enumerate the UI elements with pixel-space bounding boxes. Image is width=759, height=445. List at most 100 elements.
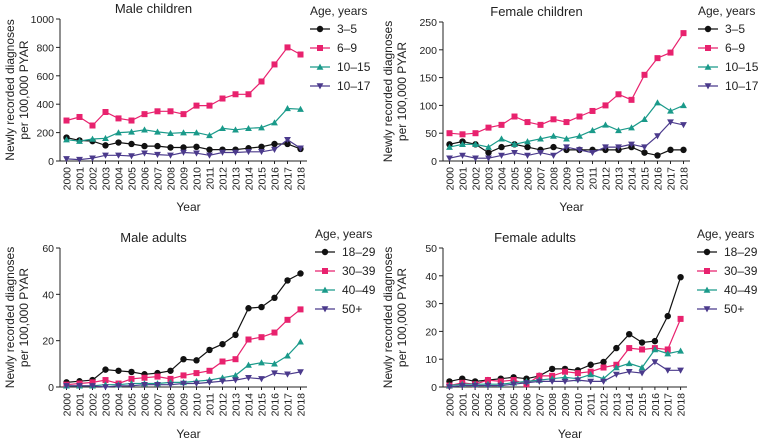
data-point xyxy=(600,358,607,366)
data-point xyxy=(484,377,491,384)
data-point xyxy=(76,156,83,163)
data-point xyxy=(258,143,265,150)
data-point xyxy=(271,140,278,148)
data-point xyxy=(219,358,226,365)
data-point xyxy=(245,124,252,132)
data-point xyxy=(485,143,492,150)
data-point xyxy=(154,142,161,150)
data-point xyxy=(128,368,135,376)
data-point xyxy=(485,149,492,156)
y-axis-label-line-1: Newly recorded diagnoses xyxy=(381,21,395,162)
data-point xyxy=(115,129,122,136)
data-point xyxy=(628,96,635,103)
data-point xyxy=(613,344,620,352)
x-tick-label: 2018 xyxy=(676,393,688,417)
data-point xyxy=(115,152,122,159)
data-point xyxy=(180,149,187,156)
legend-entry-label: 18–29 xyxy=(724,245,758,259)
data-point xyxy=(574,377,582,384)
data-point xyxy=(154,373,161,380)
data-point xyxy=(677,347,684,354)
x-axis-label: Year xyxy=(176,427,200,441)
data-point xyxy=(550,143,557,151)
x-tick-label: 2002 xyxy=(470,393,482,417)
data-point xyxy=(232,356,239,363)
legend-entry-label: 10–17 xyxy=(725,79,759,93)
data-point xyxy=(667,49,674,56)
x-tick-label: 2000 xyxy=(445,167,457,191)
x-tick-label: 2004 xyxy=(114,167,126,191)
data-point xyxy=(167,152,174,159)
data-point xyxy=(589,149,596,157)
x-tick-label: 2010 xyxy=(192,393,204,417)
legend-entry-label: 6–9 xyxy=(725,41,745,55)
data-point xyxy=(472,155,479,162)
data-point xyxy=(535,378,543,385)
data-point xyxy=(115,115,122,122)
data-point xyxy=(561,373,569,380)
data-point xyxy=(600,364,607,371)
data-point xyxy=(651,337,659,345)
y-tick-label: 400 xyxy=(36,99,54,111)
y-tick-label: 150 xyxy=(419,73,437,85)
y-tick-label: 0 xyxy=(431,156,437,168)
legend-title: Age, years xyxy=(310,4,367,18)
y-tick-label: 1000 xyxy=(31,14,55,26)
legend-entry-label: 18–29 xyxy=(342,245,376,259)
data-point xyxy=(638,370,646,377)
legend-entry-label: 30–39 xyxy=(342,264,376,278)
data-point xyxy=(258,334,265,341)
x-tick-label: 2008 xyxy=(547,393,559,417)
data-point xyxy=(206,132,213,139)
data-point xyxy=(102,134,109,141)
x-tick-label: 2003 xyxy=(101,393,113,417)
data-point xyxy=(458,382,466,390)
data-point xyxy=(154,151,161,159)
data-point xyxy=(284,277,291,284)
data-point xyxy=(510,381,518,388)
x-tick-label: 2006 xyxy=(140,167,152,191)
data-point xyxy=(667,119,674,126)
data-point xyxy=(664,367,672,374)
data-point xyxy=(446,130,453,137)
x-tick-label: 2016 xyxy=(270,167,282,191)
x-tick-label: 2010 xyxy=(192,167,204,191)
data-point xyxy=(537,149,544,157)
data-point xyxy=(76,383,83,390)
data-point xyxy=(76,113,83,120)
data-point xyxy=(128,128,135,135)
data-point xyxy=(141,381,148,389)
data-point xyxy=(271,329,278,336)
y-tick-label: 200 xyxy=(36,128,54,140)
x-tick-label: 2015 xyxy=(640,167,652,191)
data-point xyxy=(523,380,530,387)
x-tick-label: 2012 xyxy=(599,393,611,417)
x-tick-label: 2005 xyxy=(509,393,521,417)
x-tick-label: 2018 xyxy=(296,167,308,191)
data-point xyxy=(641,115,648,123)
x-tick-label: 2002 xyxy=(471,167,483,191)
data-point xyxy=(667,146,674,154)
data-point xyxy=(154,381,161,389)
data-point xyxy=(297,270,304,277)
y-tick-label: 0 xyxy=(48,156,54,168)
x-tick-label: 2012 xyxy=(218,167,230,191)
x-tick-label: 2015 xyxy=(257,393,269,417)
x-tick-label: 2004 xyxy=(496,393,508,417)
data-point xyxy=(654,152,661,159)
data-point xyxy=(550,116,557,123)
data-point xyxy=(511,113,518,120)
data-point xyxy=(193,143,200,150)
data-point xyxy=(297,338,304,345)
data-point xyxy=(232,331,239,339)
data-point xyxy=(651,359,659,366)
legend-entry-label: 40–49 xyxy=(342,283,376,297)
legend-swatch-marker xyxy=(705,45,711,51)
data-point xyxy=(89,135,96,142)
data-point xyxy=(576,113,583,120)
data-point xyxy=(625,368,633,376)
legend: Age, years 3–5 6–9 10–15 10–17 xyxy=(310,4,371,93)
data-point xyxy=(180,111,187,118)
data-point xyxy=(471,382,479,390)
